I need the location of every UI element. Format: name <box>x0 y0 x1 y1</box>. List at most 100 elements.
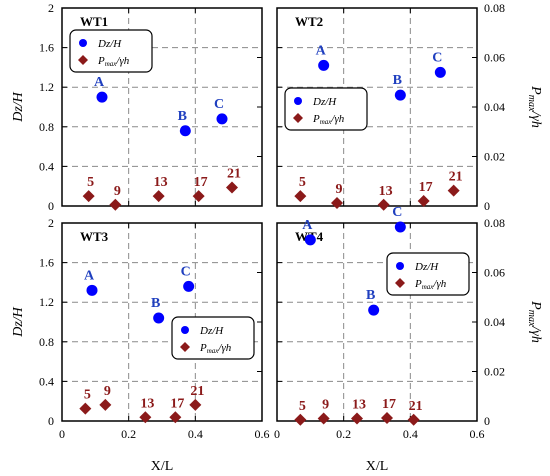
pmax-point-label: 21 <box>190 384 204 399</box>
legend-dz-label: Dz/H <box>97 38 122 50</box>
panel-title: WT3 <box>80 229 109 244</box>
legend: Dz/H Pmax/γh <box>171 316 255 360</box>
y-left-tick-label: 0.4 <box>39 159 54 173</box>
legend: Dz/H Pmax/γh <box>386 252 470 296</box>
dz-point <box>434 66 446 78</box>
pmax-point-label: 13 <box>154 175 168 190</box>
pmax-point <box>381 412 393 425</box>
legend-box <box>69 29 153 73</box>
y-left-tick-label: 0.8 <box>39 335 54 349</box>
pmax-point <box>407 413 420 426</box>
pmax-point-label: 17 <box>419 180 433 195</box>
legend-box <box>284 87 368 131</box>
x-tick-label: 0.2 <box>336 427 351 441</box>
y-left-tick-label: 0 <box>48 199 54 213</box>
pmax-point <box>417 195 430 208</box>
pmax-point-label: 9 <box>322 398 329 413</box>
pmax-point <box>331 197 343 210</box>
legend-pmax-tail: /γh <box>330 113 344 125</box>
dz-point-label: A <box>94 75 105 90</box>
y-left-tick-label: 2 <box>48 216 54 230</box>
pmax-point-label: 13 <box>379 184 393 199</box>
pmax-point-label: 17 <box>382 397 396 412</box>
dz-point-label: B <box>393 73 402 88</box>
legend-dz-marker <box>79 39 87 47</box>
pmax-point <box>192 190 205 203</box>
legend-pmax-marker <box>293 113 303 123</box>
panel-wt3: 0 0.4 0.8 1.2 1.6 2 0 0.2 0.4 0.6 WT3 Dz/H Pmax/γh A B… <box>39 216 270 441</box>
dz-point-label: C <box>432 50 442 65</box>
x-tick-label: 0.6 <box>255 427 270 441</box>
legend-pmax-sub: max <box>207 347 220 355</box>
x-axis-label: X/L <box>151 459 174 474</box>
pmax-point-label: 5 <box>84 388 91 403</box>
panel-title: WT2 <box>295 14 323 29</box>
panel-wt4: 00.020.040.060.0800.20.40.6WT4Dz/HPmax/γ… <box>274 205 505 441</box>
dz-point <box>183 280 195 292</box>
legend-pmax-label: Pmax/γh <box>199 342 232 355</box>
panel-wt1: 0 0.4 0.8 1.2 1.6 2 WT1 Dz/H Pmax/γh A B C 5 9 13 17 21 <box>39 1 263 213</box>
pmax-point <box>351 412 363 425</box>
legend-pmax-tail: /γh <box>217 342 231 354</box>
x-tick-label: 0 <box>274 427 280 441</box>
pmax-point <box>189 398 202 411</box>
y-axis-label-right: Pmax/γh <box>526 85 543 128</box>
y-right-tick-label: 0.02 <box>484 365 505 379</box>
y-left-tick-label: 1.2 <box>39 295 54 309</box>
dz-point-label: A <box>84 268 95 283</box>
pmax-point <box>152 190 165 203</box>
pmax-point-label: 5 <box>299 399 306 414</box>
y-right-tick-label: 0 <box>484 199 490 213</box>
x-tick-label: 0.2 <box>121 427 136 441</box>
dz-point-label: C <box>214 97 224 112</box>
dz-point <box>86 284 98 296</box>
dz-point-label: B <box>178 109 187 124</box>
legend-pmax-label: Pmax/γh <box>312 113 345 126</box>
pmax-point <box>447 184 460 197</box>
legend-box <box>171 316 255 360</box>
legend-pmax-marker <box>395 278 405 288</box>
legend-dz-marker <box>294 97 302 105</box>
y-right-tick-label: 0.08 <box>484 216 505 230</box>
legend-pmax-sub: max <box>320 118 333 126</box>
y-axis-label-right: Pmax/γh <box>526 300 543 343</box>
x-tick-label: 0.4 <box>403 427 418 441</box>
legend-pmax-sub: max <box>105 60 118 68</box>
y-left-tick-label: 1.2 <box>39 80 54 94</box>
y-right-tick-label: 0.06 <box>484 266 505 280</box>
dz-point-label: B <box>366 288 375 303</box>
legend-dz-label: Dz/H <box>414 261 439 273</box>
dz-point <box>96 91 108 103</box>
legend-pmax-main: P <box>199 342 207 354</box>
pmax-point <box>99 398 112 411</box>
y-axis-label-left: Dz/H <box>11 91 26 122</box>
pmax-point-label: 13 <box>140 396 154 411</box>
y-left-tick-label: 0.4 <box>39 374 54 388</box>
legend-pmax-label: Pmax/γh <box>414 278 447 291</box>
legend-pmax-main: P <box>414 278 422 290</box>
pmax-point-label: 21 <box>227 166 241 181</box>
dz-point <box>216 113 228 125</box>
pmax-point-label: 5 <box>87 175 94 190</box>
pmax-point <box>226 181 238 194</box>
pmax-point-label: 9 <box>336 182 343 197</box>
legend: Dz/H Pmax/γh <box>284 87 368 131</box>
legend-pmax-tail: /γh <box>432 278 446 290</box>
legend: Dz/H Pmax/γh <box>69 29 153 73</box>
dz-point-label: B <box>151 296 160 311</box>
dz-point <box>179 125 191 137</box>
pmax-point-label: 9 <box>114 184 121 199</box>
pmax-point-label: 21 <box>409 399 423 414</box>
pmax-point <box>82 190 95 203</box>
legend-pmax-main: P <box>97 55 105 67</box>
y-right-tick-label: 0.04 <box>484 315 505 329</box>
pmax-point <box>294 190 307 203</box>
dz-point <box>368 304 380 316</box>
y-axis-label-left: Dz/H <box>11 306 26 337</box>
dz-point-label: C <box>392 205 402 220</box>
y-axis-label-right-main: P <box>528 300 543 310</box>
legend-dz-marker <box>181 326 189 334</box>
